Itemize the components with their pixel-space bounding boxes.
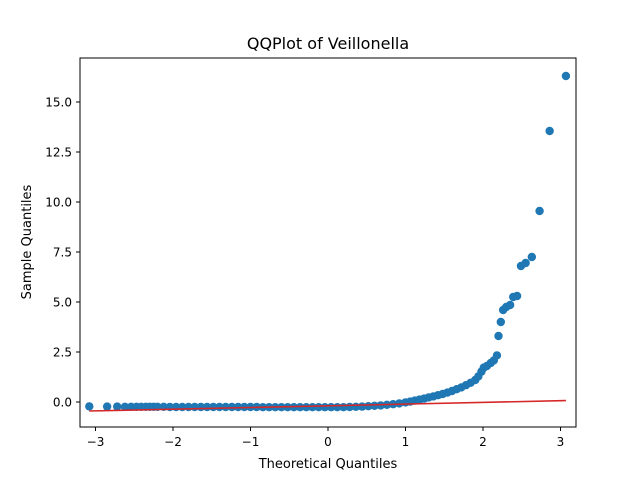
data-point (505, 300, 515, 310)
reference-line (89, 399, 566, 412)
data-point (102, 402, 112, 411)
y-tick-label: 15.0 (45, 96, 72, 110)
data-point (521, 258, 530, 268)
data-point (370, 401, 379, 410)
data-point (113, 402, 122, 411)
x-tick-label: 0 (324, 435, 332, 449)
data-point (496, 317, 506, 327)
data-point (314, 403, 323, 412)
data-point (85, 402, 94, 411)
chart-title: QQPlot of Veillonella (247, 34, 409, 53)
y-tick-label: 12.5 (45, 146, 72, 160)
data-point (308, 403, 317, 412)
y-tick-label: 10.0 (45, 196, 72, 210)
y-tick-label: 2.5 (53, 346, 72, 360)
data-point (545, 126, 554, 136)
data-point (561, 71, 571, 81)
x-tick-label: −1 (242, 435, 260, 449)
data-point (535, 206, 544, 216)
x-tick-label: −2 (164, 435, 182, 449)
x-tick-label: 2 (479, 435, 487, 449)
data-point (527, 252, 537, 262)
data-point (215, 402, 224, 412)
data-point (395, 399, 404, 408)
data-point (494, 331, 503, 341)
data-point (512, 291, 522, 301)
data-point (227, 402, 237, 412)
data-point (221, 402, 230, 412)
data-point (120, 402, 130, 411)
plot-area (85, 71, 571, 412)
x-axis-label: Theoretical Quantiles (258, 457, 398, 472)
data-point (492, 351, 502, 360)
y-tick-label: 7.5 (53, 246, 72, 260)
x-tick-label: 1 (402, 435, 410, 449)
y-axis-ticks: 0.0 2.5 5.0 7.5 10.0 12.5 15.0 (45, 96, 80, 410)
y-tick-label: 0.0 (53, 396, 72, 410)
y-tick-label: 5.0 (53, 296, 72, 310)
reference-line-layer (89, 399, 566, 412)
x-tick-label: −3 (87, 435, 105, 449)
data-point (302, 403, 311, 412)
x-axis-ticks: −3 −2 −1 0 1 2 3 (87, 427, 565, 449)
x-tick-label: 3 (557, 435, 565, 449)
y-axis-label: Sample Quantiles (20, 184, 35, 299)
